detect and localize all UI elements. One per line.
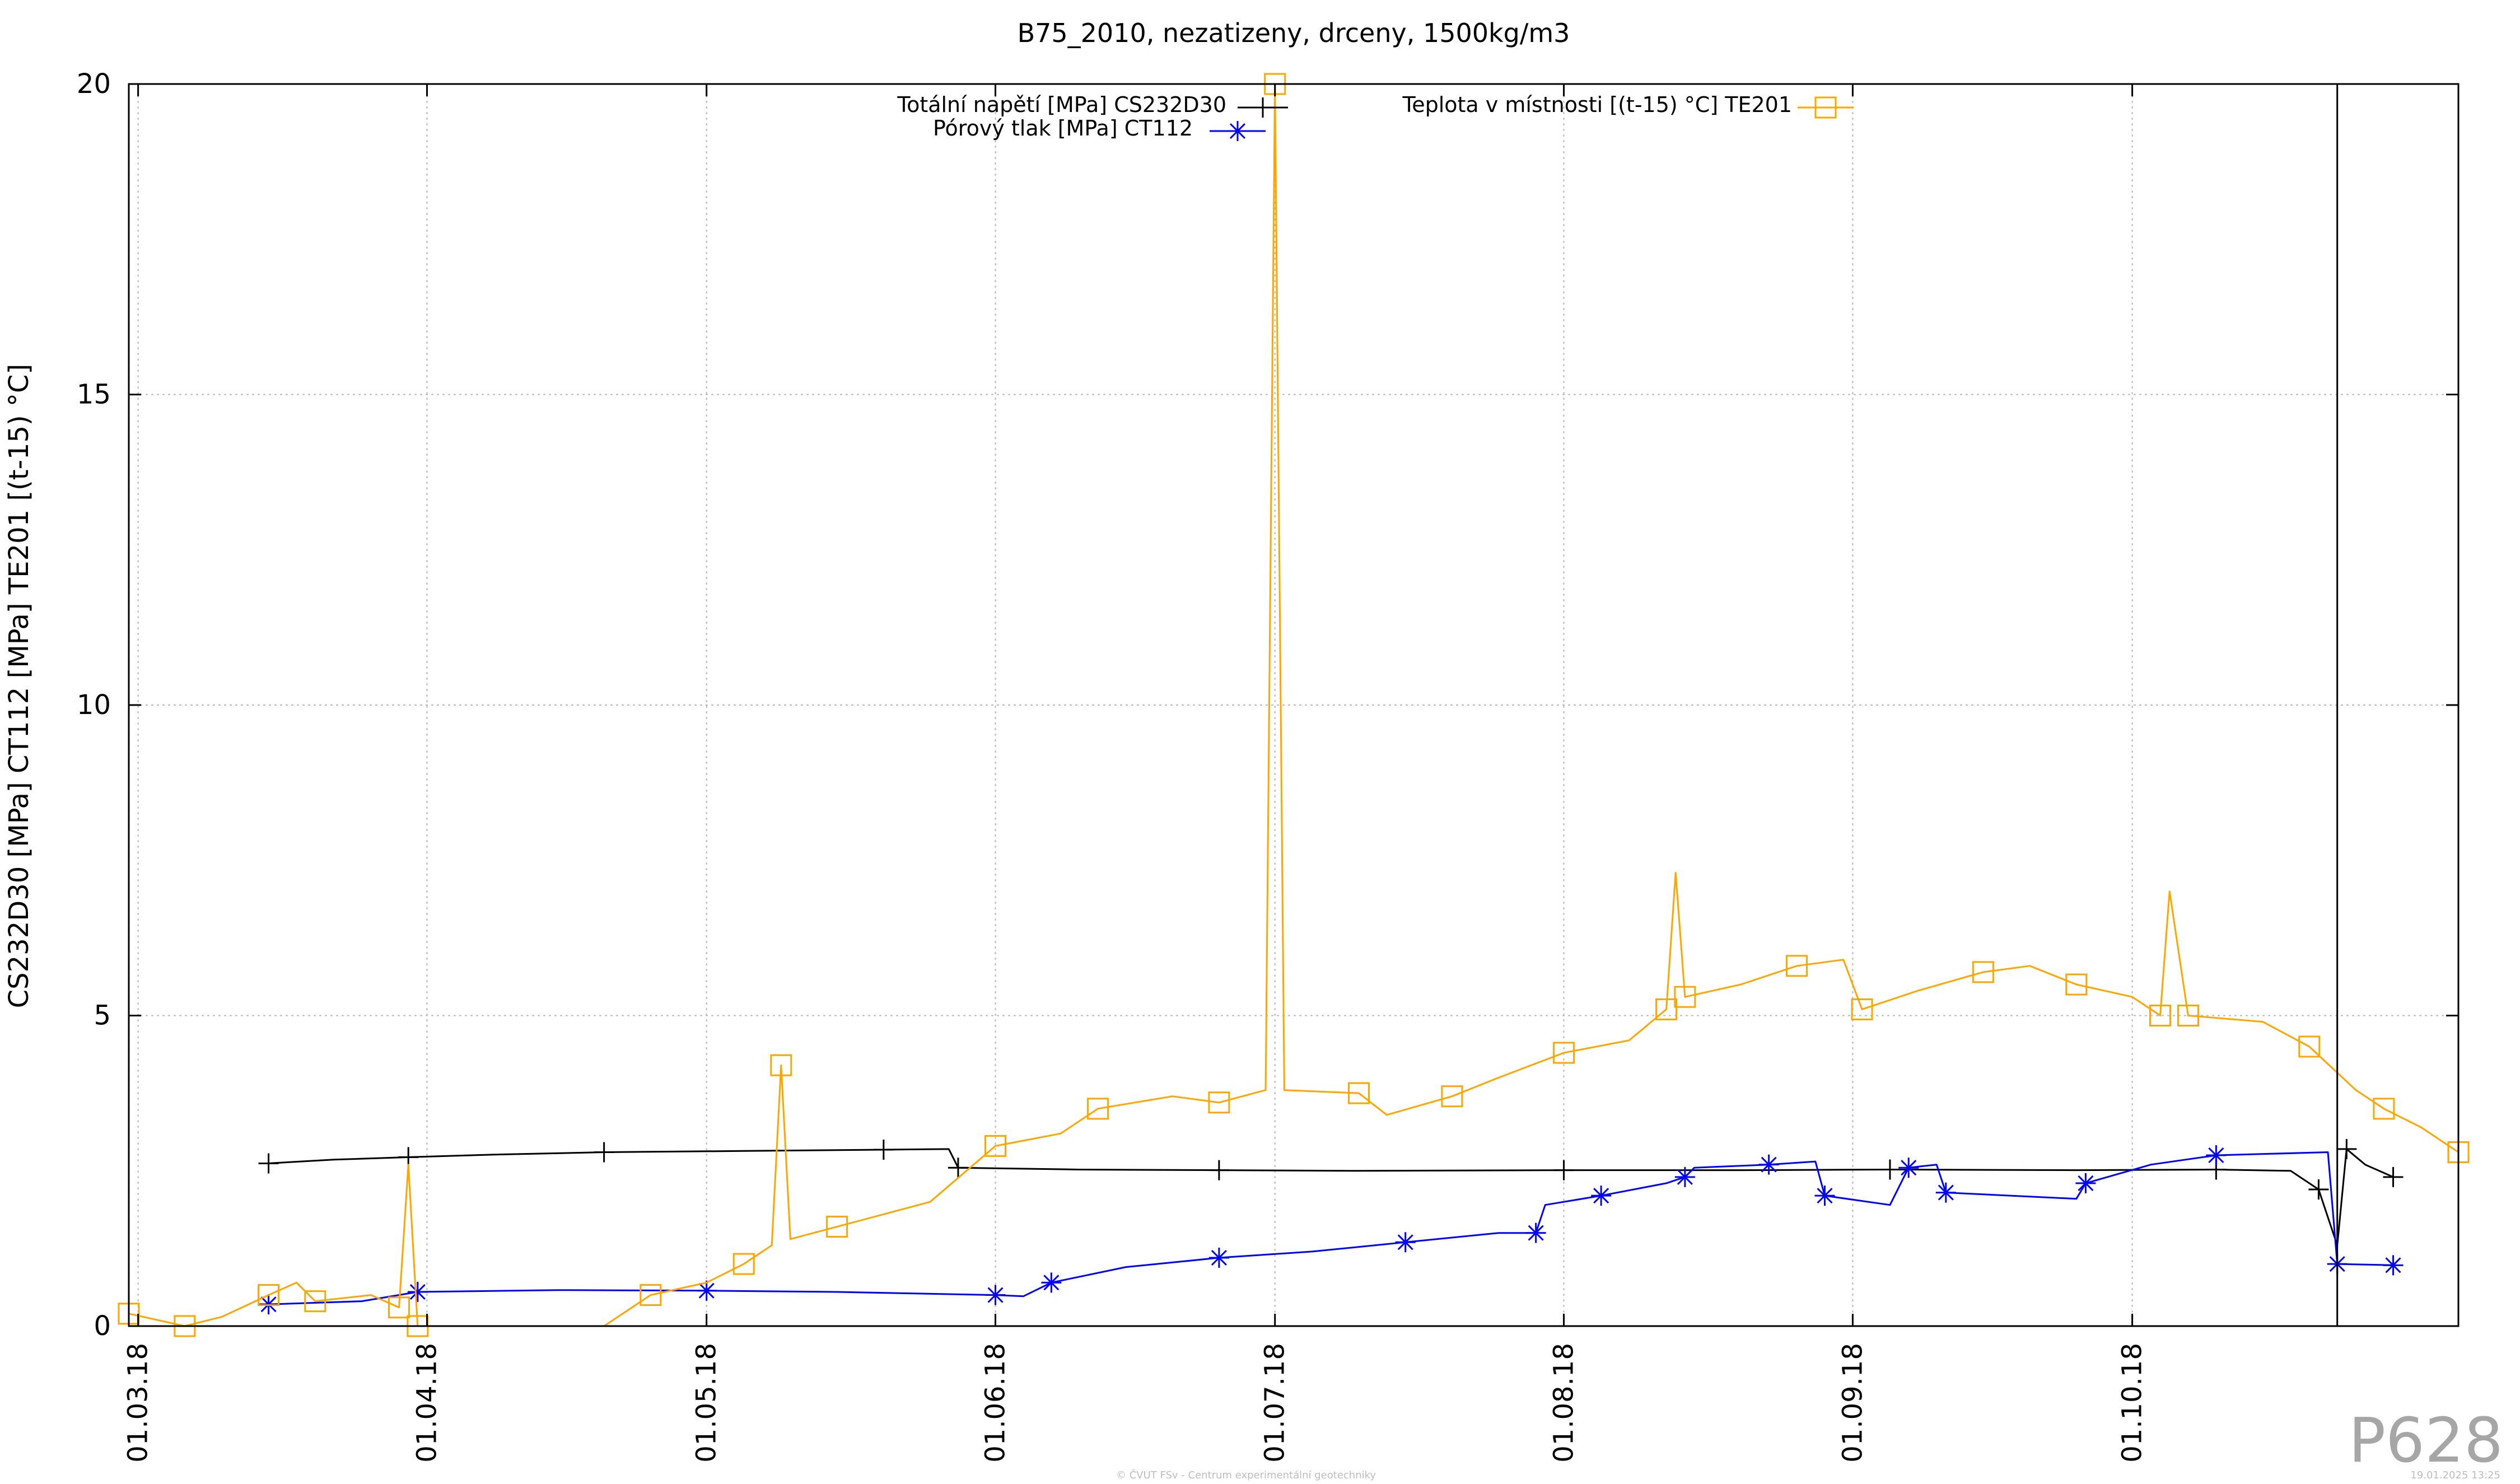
grid-lines	[129, 84, 2458, 1326]
y-tick-label: 15	[77, 379, 111, 410]
plus-marker	[1879, 1159, 1900, 1180]
asterisk-marker	[1395, 1232, 1416, 1253]
asterisk-marker	[1935, 1182, 1956, 1203]
plus-marker	[1253, 97, 1273, 118]
square-marker	[258, 1284, 280, 1306]
square-marker	[1786, 955, 1808, 977]
x-tick-label: 01.09.18	[1837, 1343, 1868, 1463]
series-1	[258, 1138, 2404, 1247]
plus-marker	[2336, 1138, 2357, 1159]
square-marker	[2373, 1098, 2395, 1120]
y-axis-label: CS232D30 [MPa] CT112 [MPa] TE201 [(t-15)…	[3, 364, 35, 1009]
y-tick-label: 20	[77, 68, 111, 100]
square-marker	[732, 1253, 755, 1275]
asterisk-marker	[1758, 1154, 1779, 1175]
plus-marker	[948, 1158, 968, 1178]
square-marker	[1347, 1082, 1370, 1104]
series-line	[268, 1151, 2393, 1305]
timestamp-footer: 19.01.2025 13:25	[2410, 1469, 2500, 1481]
axis-ticks: 0 5 10 15 20 01.03.18 01.04.18 01.05.18 01.06.18…	[77, 68, 2458, 1463]
y-tick-label: 5	[94, 1000, 111, 1032]
square-marker	[2298, 1035, 2321, 1058]
copyright-footer: © ČVUT FSv - Centrum experimentální geot…	[1116, 1469, 1376, 1481]
square-marker	[984, 1135, 1007, 1157]
square-marker	[2177, 1005, 2199, 1026]
x-tick-label: 01.03.18	[123, 1343, 154, 1463]
legend-label: Totální napětí [MPa] CS232D30	[897, 92, 1226, 117]
plus-marker	[1208, 1160, 1229, 1180]
data-series	[118, 73, 2470, 1337]
asterisk-marker	[1208, 1248, 1229, 1268]
asterisk-marker	[1591, 1186, 1612, 1206]
plus-marker	[258, 1153, 279, 1174]
asterisk-marker	[2075, 1173, 2096, 1193]
series-line	[268, 1148, 2394, 1247]
square-marker	[388, 1296, 410, 1319]
asterisk-marker	[407, 1282, 428, 1302]
square-marker	[2149, 1005, 2172, 1026]
x-tick-label: 01.05.18	[691, 1343, 722, 1463]
asterisk-marker	[1898, 1158, 1919, 1178]
asterisk-marker	[1674, 1166, 1695, 1187]
legend-item-3: Teplota v místnosti [(t-15) °C] TE201	[1402, 92, 1854, 119]
plus-marker	[2308, 1179, 2329, 1200]
legend-label: Pórový tlak [MPa] CT112	[933, 116, 1193, 141]
square-marker	[1553, 1042, 1575, 1064]
square-marker	[1972, 961, 1994, 983]
square-marker	[1208, 1091, 1230, 1114]
x-tick-label: 01.10.18	[2117, 1343, 2148, 1463]
asterisk-marker	[1041, 1272, 1062, 1293]
square-marker	[640, 1284, 662, 1306]
y-tick-label: 0	[94, 1310, 111, 1342]
plus-marker	[873, 1140, 894, 1160]
square-marker	[826, 1216, 848, 1238]
x-tick-label: 01.08.18	[1548, 1343, 1580, 1463]
asterisk-marker	[1525, 1222, 1546, 1243]
asterisk-marker	[1228, 121, 1248, 141]
x-tick-label: 01.07.18	[1259, 1343, 1291, 1463]
asterisk-marker	[696, 1280, 717, 1301]
series-line	[128, 83, 2459, 1327]
square-marker	[1087, 1098, 1109, 1120]
chart-title: B75_2010, nezatizeny, drceny, 1500kg/m3	[1018, 18, 1570, 48]
square-marker	[1655, 998, 1678, 1020]
plus-marker	[2383, 1166, 2404, 1187]
asterisk-marker	[2383, 1255, 2404, 1276]
asterisk-marker	[985, 1285, 1006, 1305]
square-marker	[1814, 96, 1837, 119]
legend-label: Teplota v místnosti [(t-15) °C] TE201	[1402, 92, 1792, 117]
asterisk-marker	[2206, 1145, 2227, 1166]
x-tick-label: 01.04.18	[411, 1343, 442, 1463]
x-tick-label: 01.06.18	[980, 1343, 1011, 1463]
square-marker	[770, 1054, 792, 1076]
plus-marker	[594, 1142, 614, 1163]
square-marker	[2065, 973, 2088, 996]
square-marker	[1674, 986, 1696, 1008]
legend-item-2: Pórový tlak [MPa] CT112	[933, 116, 1266, 141]
asterisk-marker	[1814, 1186, 1835, 1206]
square-marker	[304, 1290, 326, 1313]
watermark-label: P628	[2349, 1404, 2503, 1476]
plus-marker	[1553, 1160, 1574, 1180]
square-marker	[1441, 1085, 1463, 1108]
legend-item-1: Totální napětí [MPa] CS232D30	[897, 92, 1288, 118]
y-tick-label: 10	[77, 689, 111, 721]
square-marker	[1851, 998, 1873, 1020]
